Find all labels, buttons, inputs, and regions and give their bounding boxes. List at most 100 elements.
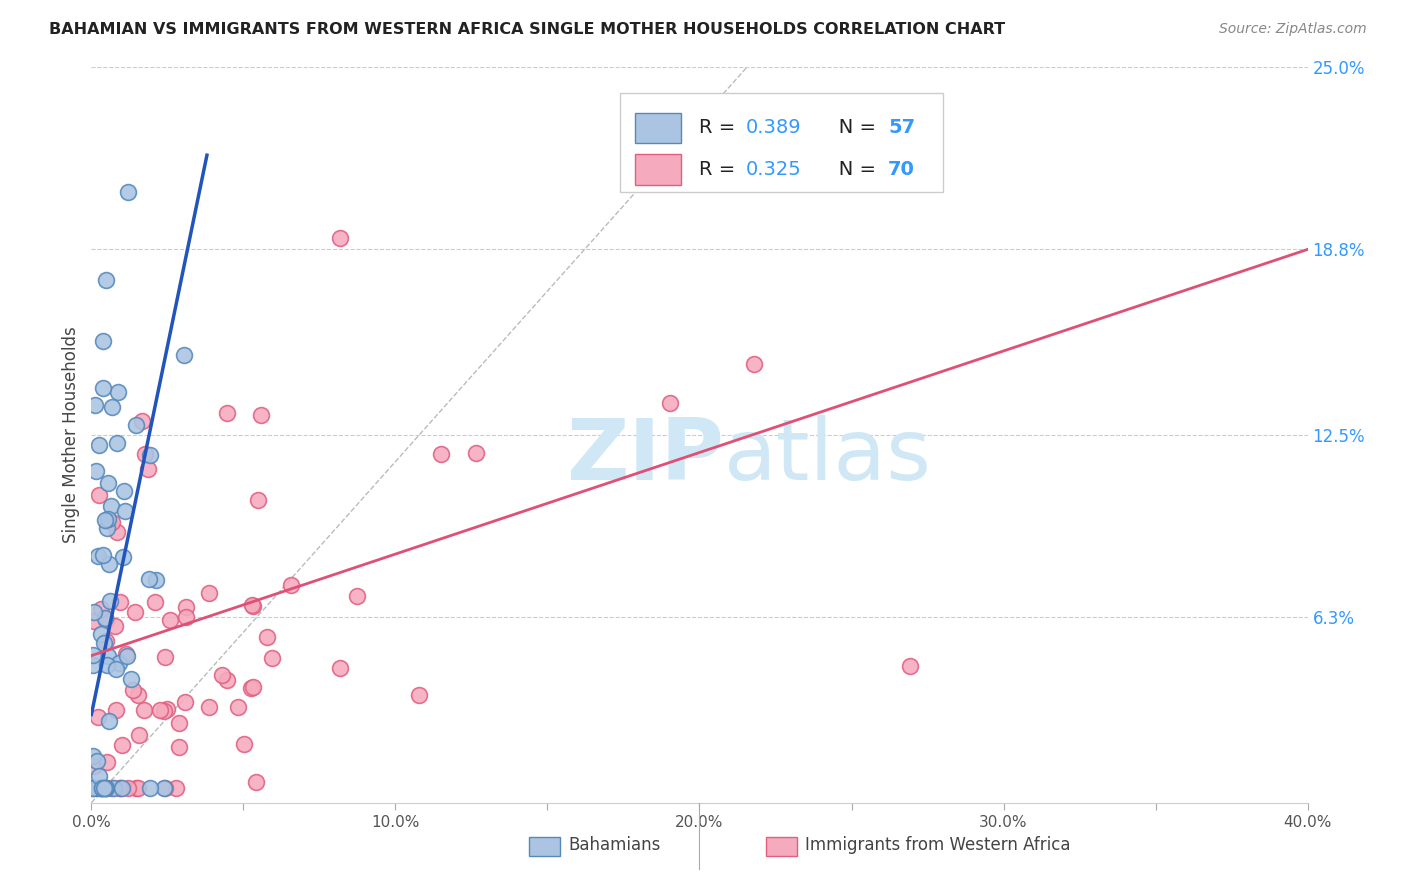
Text: N =: N = <box>820 119 882 137</box>
Point <box>90 601 112 615</box>
Point <box>82 781 104 796</box>
Point <box>83 605 105 619</box>
Point <box>280 578 302 592</box>
Point <box>125 781 148 796</box>
Point <box>93 513 115 527</box>
FancyBboxPatch shape <box>636 112 682 144</box>
Point <box>742 357 765 371</box>
Point <box>91 334 114 349</box>
Point <box>167 740 190 755</box>
Point <box>111 781 134 796</box>
FancyBboxPatch shape <box>636 154 682 186</box>
Y-axis label: Single Mother Households: Single Mother Households <box>62 326 80 543</box>
Point <box>127 689 149 703</box>
Point <box>98 557 121 571</box>
Text: 0.325: 0.325 <box>745 161 801 179</box>
Point <box>82 748 104 763</box>
Point <box>245 774 267 789</box>
Point <box>93 636 115 650</box>
Point <box>114 648 136 662</box>
Point <box>233 737 256 751</box>
Point <box>110 781 132 796</box>
Point <box>138 781 160 796</box>
Point <box>104 703 127 717</box>
Point <box>240 681 263 695</box>
Point <box>156 702 179 716</box>
Point <box>108 594 131 608</box>
Point <box>217 673 239 687</box>
Point <box>117 781 139 796</box>
Point <box>120 672 142 686</box>
Point <box>82 657 104 672</box>
Point <box>86 754 108 768</box>
Point <box>148 703 170 717</box>
Point <box>408 688 430 702</box>
Text: R =: R = <box>699 119 742 137</box>
Point <box>93 781 115 796</box>
Point <box>138 462 160 476</box>
Point <box>111 550 134 565</box>
Point <box>94 273 117 287</box>
Point <box>91 781 114 796</box>
Point <box>198 699 221 714</box>
Point <box>108 781 131 796</box>
FancyBboxPatch shape <box>620 93 942 192</box>
Point <box>104 619 127 633</box>
Point <box>134 447 156 461</box>
Point <box>658 396 681 410</box>
Point <box>82 781 104 796</box>
Point <box>198 586 221 600</box>
Point <box>165 781 187 796</box>
Point <box>155 781 177 796</box>
Point <box>83 759 105 773</box>
Point <box>96 521 118 535</box>
Point <box>107 384 129 399</box>
Point <box>97 514 120 528</box>
Point <box>256 630 278 644</box>
Point <box>97 649 120 664</box>
Point <box>96 657 118 672</box>
Point <box>108 657 131 671</box>
Point <box>898 659 921 673</box>
Point <box>91 381 114 395</box>
Point <box>105 524 128 539</box>
Point <box>143 595 166 609</box>
Point <box>111 738 134 752</box>
Text: Source: ZipAtlas.com: Source: ZipAtlas.com <box>1219 22 1367 37</box>
Point <box>430 447 453 461</box>
FancyBboxPatch shape <box>766 838 797 855</box>
Point <box>242 680 264 694</box>
Point <box>97 475 120 490</box>
Point <box>94 613 117 627</box>
Point <box>124 605 146 619</box>
Point <box>91 548 114 562</box>
Point <box>117 186 139 200</box>
Point <box>83 398 105 412</box>
Point <box>103 781 125 796</box>
Text: 70: 70 <box>889 161 915 179</box>
Point <box>98 714 121 728</box>
Point <box>464 446 486 460</box>
Point <box>82 648 104 662</box>
Point <box>112 484 135 499</box>
Point <box>226 699 249 714</box>
Point <box>94 781 117 796</box>
Point <box>94 611 117 625</box>
Point <box>250 409 273 423</box>
Point <box>173 348 195 362</box>
Point <box>89 769 111 783</box>
Point <box>96 781 118 796</box>
Point <box>94 634 117 648</box>
Point <box>87 438 110 452</box>
Text: 57: 57 <box>889 119 915 137</box>
Text: Bahamians: Bahamians <box>568 837 661 855</box>
Point <box>145 573 167 587</box>
Text: ZIP: ZIP <box>567 416 724 499</box>
Point <box>132 703 155 717</box>
Point <box>131 414 153 428</box>
Point <box>128 728 150 742</box>
Text: BAHAMIAN VS IMMIGRANTS FROM WESTERN AFRICA SINGLE MOTHER HOUSEHOLDS CORRELATION : BAHAMIAN VS IMMIGRANTS FROM WESTERN AFRI… <box>49 22 1005 37</box>
Point <box>91 781 114 796</box>
Point <box>114 504 136 518</box>
Point <box>127 781 149 796</box>
